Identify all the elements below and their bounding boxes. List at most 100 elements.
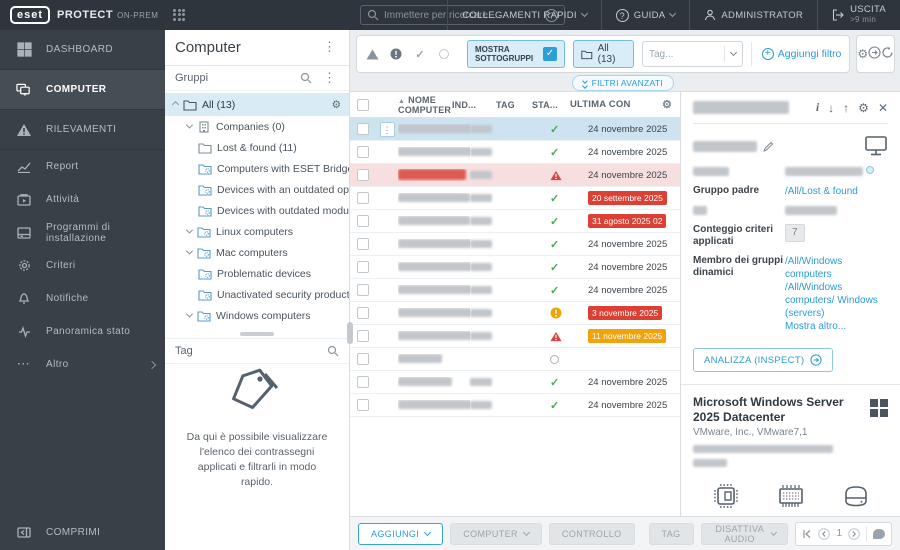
group-tree-item[interactable]: Computers with ESET Bridge installed xyxy=(165,158,349,179)
row-checkbox[interactable] xyxy=(357,376,369,388)
search-help-icon[interactable]: ? xyxy=(545,8,558,22)
edit-pencil-icon[interactable] xyxy=(763,141,774,152)
inspect-button[interactable]: ANALIZZA (INSPECT) xyxy=(693,348,834,372)
row-checkbox[interactable] xyxy=(357,261,369,273)
mute-button[interactable]: DISATTIVA AUDIO xyxy=(700,522,789,545)
table-row[interactable]: ✓ 24 novembre 2025 xyxy=(350,233,680,256)
computer-actions-button[interactable]: COMPUTER xyxy=(450,522,542,545)
chevron-down-icon[interactable] xyxy=(185,310,194,318)
group-tree-item[interactable]: Mac computers xyxy=(165,242,349,263)
advanced-filters-button[interactable]: FILTRI AVANZATI xyxy=(571,75,674,91)
row-checkbox[interactable] xyxy=(357,353,369,365)
tag-button[interactable]: TAG xyxy=(648,522,694,545)
collapse-sidebar-button[interactable]: COMPRIMI xyxy=(0,514,165,550)
help-menu[interactable]: ? GUIDA xyxy=(600,0,690,30)
tag-filter-select[interactable]: Tag... xyxy=(641,41,743,67)
group-tree-item[interactable]: Lost & found (11) xyxy=(165,137,349,158)
table-row[interactable]: ✓ 24 novembre 2025 xyxy=(350,371,680,394)
table-row[interactable]: 11 novembre 2025 xyxy=(350,325,680,348)
row-checkbox[interactable] xyxy=(357,192,369,204)
apps-grid-icon[interactable] xyxy=(173,8,186,22)
chevron-down-icon[interactable] xyxy=(185,247,194,255)
previous-arrow-down-icon[interactable]: ↓ xyxy=(828,100,835,115)
panel-resize-handle[interactable] xyxy=(347,322,353,344)
groups-menu-kebab[interactable]: ⋮ xyxy=(323,69,336,85)
table-row[interactable]: ✓ 20 settembre 2025 xyxy=(350,187,680,210)
table-row[interactable]: ✓ 24 novembre 2025 xyxy=(350,394,680,417)
row-checkbox[interactable] xyxy=(357,215,369,227)
column-header-last-connection[interactable]: ULTIMA CON xyxy=(569,99,631,110)
next-page-icon[interactable] xyxy=(848,527,860,540)
global-search[interactable]: ? xyxy=(360,5,565,25)
nav-item-report[interactable]: Report xyxy=(0,150,165,183)
row-checkbox[interactable] xyxy=(357,399,369,411)
row-checkbox[interactable] xyxy=(357,238,369,250)
severity-filter-warning-icon[interactable] xyxy=(389,47,403,61)
add-button[interactable]: AGGIUNGI xyxy=(358,522,444,545)
column-header-name[interactable]: ▲ NOME COMPUTER xyxy=(398,94,452,115)
parent-group-link[interactable]: /All/Lost & found xyxy=(785,186,858,197)
row-menu-kebab[interactable]: ⋮ xyxy=(379,121,395,137)
chevron-down-icon[interactable] xyxy=(185,121,194,129)
nav-item-programmi[interactable]: Programmi di installazione xyxy=(0,216,165,249)
row-checkbox[interactable] xyxy=(357,330,369,342)
group-tree-item[interactable]: Unactivated security product xyxy=(165,284,349,305)
show-subgroups-toggle[interactable]: MOSTRA SOTTOGRUPPI ✓ xyxy=(467,40,565,68)
row-checkbox[interactable] xyxy=(357,169,369,181)
logout-button[interactable]: USCITA >9 min xyxy=(817,0,900,30)
info-icon[interactable]: i xyxy=(815,100,820,114)
column-settings-gear-icon[interactable]: ⚙ xyxy=(661,99,672,111)
table-row[interactable]: ⋮ ✓ 24 novembre 2025 xyxy=(350,118,680,141)
table-row[interactable]: 24 novembre 2025 xyxy=(350,164,680,187)
row-checkbox[interactable] xyxy=(357,123,369,135)
table-row[interactable] xyxy=(350,348,680,371)
search-input[interactable] xyxy=(384,9,524,21)
quick-links-menu[interactable]: COLLEGAMENTI RAPIDI xyxy=(447,0,600,30)
chevron-up-icon[interactable] xyxy=(171,101,180,109)
column-header-tag[interactable]: TAG xyxy=(495,99,515,110)
scan-button[interactable]: CONTROLLO xyxy=(548,522,635,545)
close-panel-icon[interactable]: ✕ xyxy=(877,100,888,115)
panel-settings-gear-icon[interactable]: ⚙ xyxy=(858,100,869,115)
severity-filter-ok-icon[interactable]: ✓ xyxy=(415,48,425,61)
export-arrow-icon[interactable] xyxy=(868,46,881,62)
refresh-icon[interactable] xyxy=(881,46,894,62)
next-arrow-up-icon[interactable]: ↑ xyxy=(843,100,850,115)
row-checkbox[interactable] xyxy=(357,307,369,319)
select-all-checkbox[interactable] xyxy=(357,98,369,111)
first-page-icon[interactable] xyxy=(802,529,812,539)
nav-item-altro[interactable]: ··· Altro xyxy=(0,348,165,381)
nav-item-notifiche[interactable]: Notifiche xyxy=(0,282,165,315)
nav-item-computer[interactable]: COMPUTER xyxy=(0,70,165,110)
policy-count-badge[interactable]: 7 xyxy=(785,224,805,242)
dynamic-group-link[interactable]: /All/Windows computers/ Windows (servers… xyxy=(785,282,878,319)
groups-search-icon[interactable] xyxy=(300,72,312,84)
group-tree-item[interactable]: Linux computers xyxy=(165,221,349,242)
row-checkbox[interactable] xyxy=(357,146,369,158)
nav-item-dashboard[interactable]: DASHBOARD xyxy=(0,30,165,70)
feedback-globe-icon[interactable] xyxy=(873,528,885,539)
nav-item-attivita[interactable]: Attività xyxy=(0,183,165,216)
group-tree-item[interactable]: Devices with outdated modules xyxy=(165,200,349,221)
prev-page-icon[interactable] xyxy=(818,527,831,540)
user-menu[interactable]: ADMINISTRATOR xyxy=(689,0,817,30)
presets-gear-icon[interactable]: ⚙ xyxy=(857,47,869,61)
row-checkbox[interactable] xyxy=(357,284,369,296)
tags-search-icon[interactable] xyxy=(327,345,339,357)
severity-filter-unknown-icon[interactable] xyxy=(437,47,451,61)
group-tree-item[interactable]: Devices with an outdated operating syste… xyxy=(165,179,349,200)
nav-item-criteri[interactable]: Criteri xyxy=(0,249,165,282)
checkbox-checked-icon[interactable]: ✓ xyxy=(543,47,557,61)
nav-item-rilevamenti[interactable]: RILEVAMENTI xyxy=(0,110,165,150)
table-row[interactable]: 3 novembre 2025 xyxy=(350,302,680,325)
table-row[interactable]: ✓ 24 novembre 2025 xyxy=(350,141,680,164)
chevron-down-icon[interactable] xyxy=(185,226,194,234)
page-menu-kebab[interactable]: ⋮ xyxy=(323,39,336,55)
dynamic-group-link[interactable]: /All/Windows computers xyxy=(785,256,843,280)
group-filter-chip[interactable]: All (13) xyxy=(573,40,634,68)
tree-scrollbar[interactable] xyxy=(240,332,274,337)
table-row[interactable]: ✓ 24 novembre 2025 xyxy=(350,279,680,302)
info-dot-icon[interactable] xyxy=(865,166,874,174)
nav-item-panoramica-stato[interactable]: Panoramica stato xyxy=(0,315,165,348)
severity-filter-error-icon[interactable] xyxy=(365,47,379,61)
